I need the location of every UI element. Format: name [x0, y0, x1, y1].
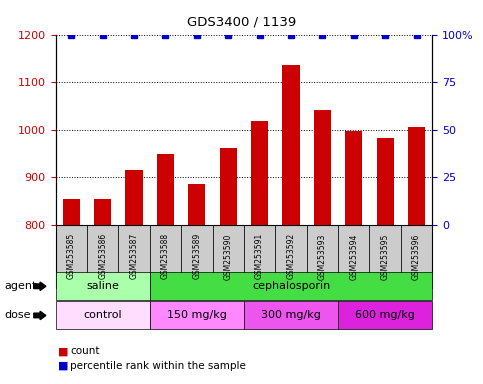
- Text: GDS3400 / 1139: GDS3400 / 1139: [187, 15, 296, 28]
- Text: GSM253591: GSM253591: [255, 233, 264, 280]
- Bar: [377, 138, 394, 225]
- Text: GSM253586: GSM253586: [98, 233, 107, 280]
- Text: ■: ■: [58, 346, 69, 356]
- Bar: [220, 148, 237, 225]
- Text: percentile rank within the sample: percentile rank within the sample: [70, 361, 246, 371]
- Text: GSM253585: GSM253585: [67, 233, 76, 280]
- Bar: [94, 199, 111, 225]
- Text: GSM253596: GSM253596: [412, 233, 421, 280]
- Bar: [126, 170, 142, 225]
- Text: GSM253589: GSM253589: [192, 233, 201, 280]
- Text: ■: ■: [58, 361, 69, 371]
- Text: dose: dose: [5, 310, 31, 321]
- Text: GSM253593: GSM253593: [318, 233, 327, 280]
- Text: saline: saline: [86, 281, 119, 291]
- Bar: [157, 154, 174, 225]
- Text: 150 mg/kg: 150 mg/kg: [167, 310, 227, 321]
- Text: count: count: [70, 346, 99, 356]
- Text: GSM253588: GSM253588: [161, 233, 170, 280]
- Bar: [63, 199, 80, 225]
- Text: GSM253594: GSM253594: [349, 233, 358, 280]
- Text: agent: agent: [5, 281, 37, 291]
- Text: GSM253587: GSM253587: [129, 233, 139, 280]
- Text: 600 mg/kg: 600 mg/kg: [355, 310, 415, 321]
- Bar: [283, 65, 299, 225]
- Text: cephalosporin: cephalosporin: [252, 281, 330, 291]
- Bar: [188, 184, 205, 225]
- Text: GSM253590: GSM253590: [224, 233, 233, 280]
- Text: control: control: [84, 310, 122, 321]
- Bar: [314, 110, 331, 225]
- Text: GSM253592: GSM253592: [286, 233, 296, 280]
- Bar: [345, 131, 362, 225]
- Text: 300 mg/kg: 300 mg/kg: [261, 310, 321, 321]
- Text: GSM253595: GSM253595: [381, 233, 390, 280]
- Bar: [408, 127, 425, 225]
- Bar: [251, 121, 268, 225]
